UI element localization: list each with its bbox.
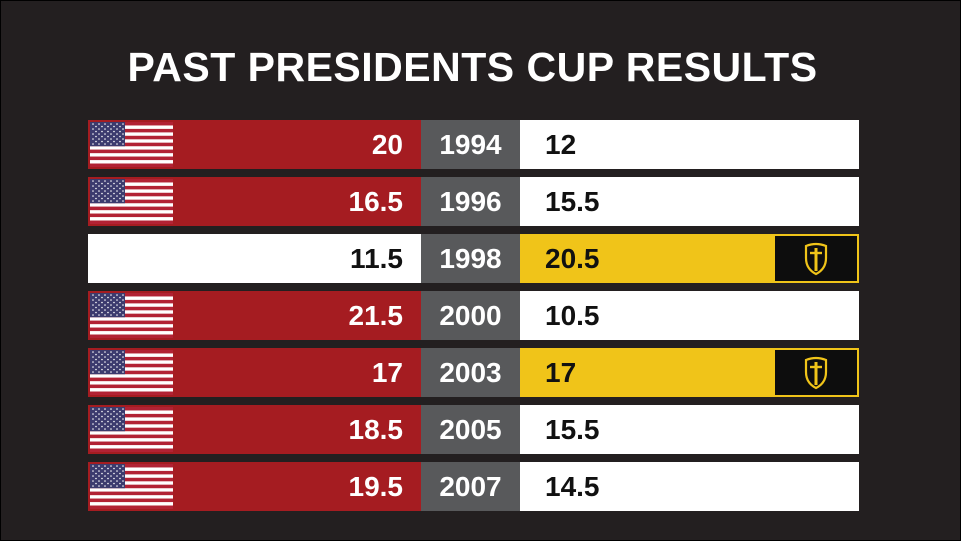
usa-flag-icon	[90, 122, 173, 168]
usa-side: 11.5	[88, 234, 421, 283]
year-label: 2003	[421, 348, 520, 397]
year-label: 1998	[421, 234, 520, 283]
international-side: 10.5	[520, 291, 859, 340]
international-score: 15.5	[545, 414, 600, 445]
result-row: 16.5 1996 15.5	[88, 177, 859, 226]
usa-side: 21.5	[88, 291, 421, 340]
year-label: 2007	[421, 462, 520, 511]
international-side: 17	[520, 348, 859, 397]
usa-score: 20	[371, 129, 403, 160]
international-score: 14.5	[545, 471, 600, 502]
result-row: 11.5 1998 20.5	[88, 234, 859, 283]
international-score: 17	[545, 357, 577, 388]
international-side: 15.5	[520, 405, 859, 454]
usa-score: 19.5	[348, 471, 404, 502]
international-shield-icon	[775, 350, 857, 395]
usa-flag-icon	[90, 464, 173, 510]
year-label: 1996	[421, 177, 520, 226]
year-label: 2000	[421, 291, 520, 340]
usa-score: 21.5	[348, 300, 404, 331]
results-list: 20 1994 12 16.5 1996 15.5 11.5 1998 20.5 21.5 2000…	[88, 120, 859, 519]
usa-flag-icon	[90, 179, 173, 225]
international-score: 10.5	[545, 300, 600, 331]
usa-side: 18.5	[88, 405, 421, 454]
usa-score: 11.5	[350, 243, 403, 274]
international-shield-icon	[775, 236, 857, 281]
page-title: PAST PRESIDENTS CUP RESULTS	[127, 44, 818, 90]
international-score: 12	[545, 129, 577, 160]
international-side: 15.5	[520, 177, 859, 226]
usa-flag-icon	[90, 293, 173, 339]
result-row: 20 1994 12	[88, 120, 859, 169]
international-score: 20.5	[545, 243, 600, 274]
international-side: 14.5	[520, 462, 859, 511]
usa-side: 20	[88, 120, 421, 169]
result-row: 17 2003 17	[88, 348, 859, 397]
usa-flag-icon	[90, 350, 173, 396]
usa-score: 18.5	[348, 414, 404, 445]
usa-side: 17	[88, 348, 421, 397]
international-side: 12	[520, 120, 859, 169]
international-score: 15.5	[545, 186, 600, 217]
result-row: 19.5 2007 14.5	[88, 462, 859, 511]
international-side: 20.5	[520, 234, 859, 283]
usa-score: 16.5	[348, 186, 404, 217]
usa-side: 16.5	[88, 177, 421, 226]
year-label: 2005	[421, 405, 520, 454]
result-row: 21.5 2000 10.5	[88, 291, 859, 340]
year-label: 1994	[421, 120, 520, 169]
result-row: 18.5 2005 15.5	[88, 405, 859, 454]
usa-score: 17	[371, 357, 403, 388]
usa-flag-icon	[90, 407, 173, 453]
usa-side: 19.5	[88, 462, 421, 511]
